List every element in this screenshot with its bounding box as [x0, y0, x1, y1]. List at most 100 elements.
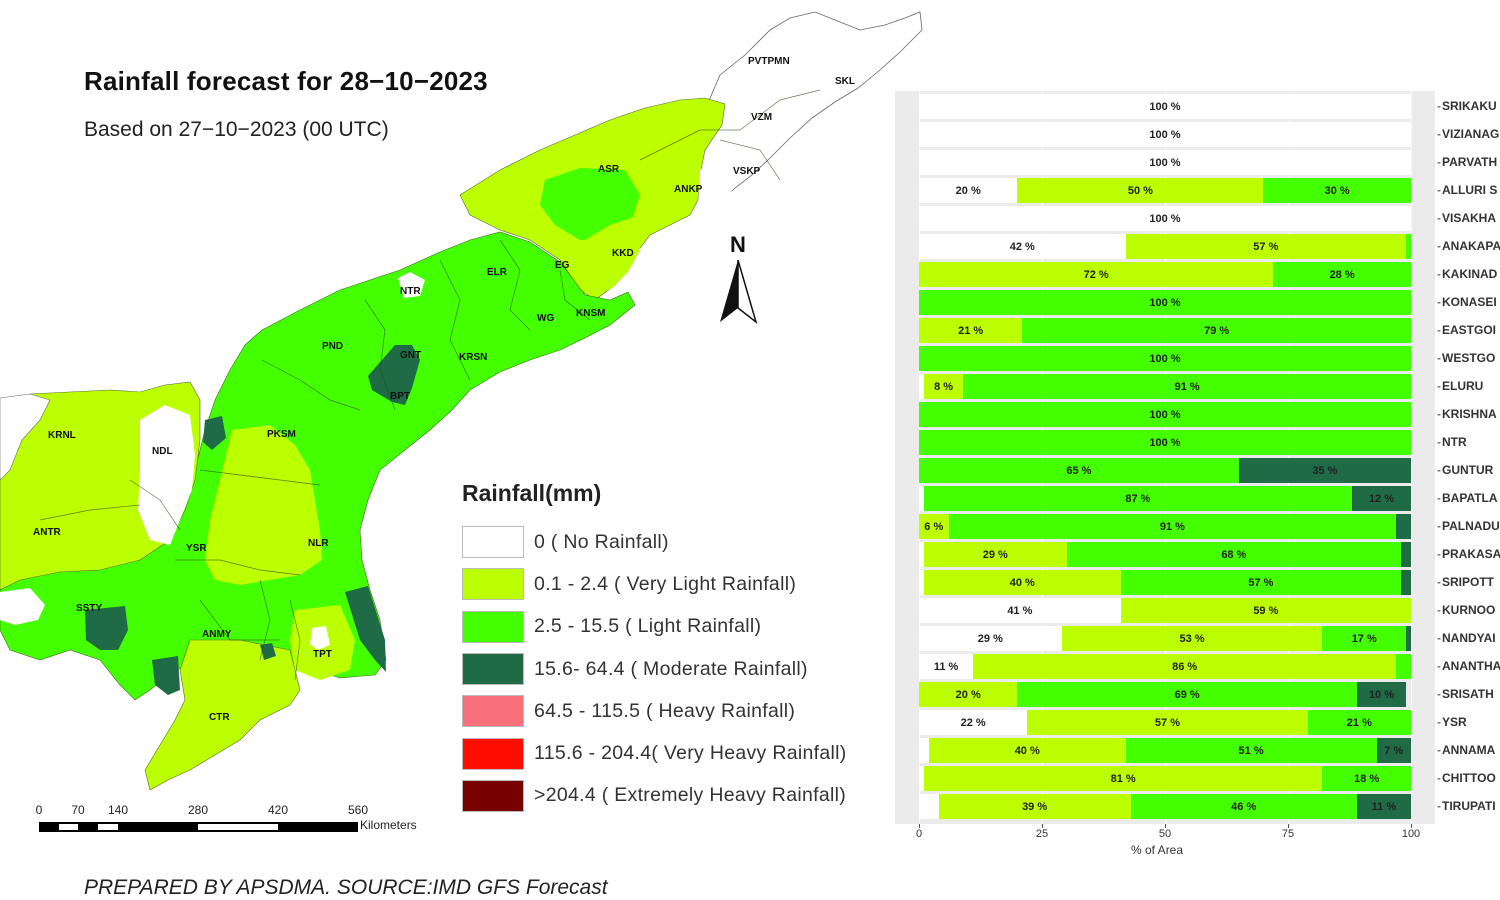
district-axis-label: SRIPOTT: [1437, 575, 1494, 589]
x-tick-mark: [1165, 824, 1166, 828]
bar-row: 11 % 86 %: [919, 654, 1411, 679]
bar-row: 100 %: [919, 94, 1411, 119]
scale-tick: 560: [347, 803, 369, 817]
bar-segment: 57 %: [1027, 710, 1308, 735]
bar-segment: 72 %: [919, 262, 1274, 287]
district-axis-label: TIRUPATI: [1437, 799, 1496, 813]
scale-segment: [59, 822, 78, 832]
legend-swatch: [462, 695, 524, 728]
bar-row: 100 %: [919, 346, 1411, 371]
bar-segment: [1396, 654, 1411, 679]
bar-segment: 40 %: [928, 738, 1126, 763]
bar-segment: 100 %: [919, 206, 1411, 231]
district-axis-label: VISAKHA: [1437, 211, 1496, 225]
bar-row: 39 % 46 % 11 %: [919, 794, 1411, 819]
legend-item-moderate: 15.6- 64.4 ( Moderate Rainfall): [462, 648, 847, 690]
source-credit: PREPARED BY APSDMA. SOURCE:IMD GFS Forec…: [84, 876, 608, 899]
district-axis-label: ANNAMA: [1437, 743, 1495, 757]
bar-segment: 41 %: [919, 598, 1121, 623]
legend-swatch: [462, 653, 524, 686]
x-tick-mark: [1288, 824, 1289, 828]
legend-item-light: 2.5 - 15.5 ( Light Rainfall): [462, 606, 847, 648]
legend-label: 2.5 - 15.5 ( Light Rainfall): [534, 615, 762, 638]
bar-segment: 100 %: [919, 346, 1411, 371]
district-label-pnd: PND: [322, 341, 344, 352]
bar-segment: [919, 542, 924, 567]
district-label-ssty: SSTY: [76, 603, 103, 614]
bar-segment: [919, 374, 924, 399]
scale-unit: Kilometers: [360, 818, 417, 832]
district-axis-label: SRISATH: [1437, 687, 1494, 701]
district-label-knsm: KNSM: [576, 308, 606, 319]
legend-item-heavy: 64.5 - 115.5 ( Heavy Rainfall): [462, 690, 847, 732]
legend-title: Rainfall(mm): [462, 480, 602, 506]
district-label-bpt: BPT: [390, 391, 410, 402]
legend-label: 0.1 - 2.4 ( Very Light Rainfall): [534, 572, 797, 595]
scale-bar: 0 70 140 280 420 560 Kilometers: [36, 803, 456, 843]
district-label-antr: ANTR: [33, 527, 61, 538]
legend-label: 64.5 - 115.5 ( Heavy Rainfall): [534, 699, 796, 722]
north-label: N: [730, 232, 746, 257]
north-arrow: N: [718, 232, 762, 328]
bar-segment: 91 %: [948, 514, 1397, 539]
scale-segment: [98, 822, 118, 832]
bar-segment: 100 %: [919, 402, 1411, 427]
bar-segment: [1401, 542, 1411, 567]
rainfall-legend: Rainfall(mm) 0 ( No Rainfall) 0.1 - 2.4 …: [462, 480, 847, 817]
bar-segment: [1406, 234, 1411, 259]
bar-segment: 53 %: [1061, 626, 1323, 651]
legend-swatch: [462, 610, 524, 643]
bar-row: 72 % 28 %: [919, 262, 1411, 287]
bar-segment: [1401, 570, 1411, 595]
district-label-vzm: VZM: [751, 112, 773, 123]
bar-row: 100 %: [919, 122, 1411, 147]
legend-label: >204.4 ( Extremely Heavy Rainfall): [534, 784, 847, 807]
bar-segment: 100 %: [919, 430, 1411, 455]
bar-segment: 46 %: [1130, 794, 1357, 819]
bar-segment: 11 %: [1356, 794, 1411, 819]
district-label-ndl: NDL: [152, 446, 173, 457]
district-label-ntr: NTR: [400, 286, 421, 297]
bar-row: 100 %: [919, 430, 1411, 455]
bar-row: 6 % 91 %: [919, 514, 1411, 539]
bar-segment: 30 %: [1263, 178, 1411, 203]
district-label-ysr: YSR: [186, 543, 207, 554]
bar-segment: 100 %: [919, 94, 1411, 119]
bar-segment: 100 %: [919, 122, 1411, 147]
grid-line: [919, 91, 920, 824]
district-axis-label: ANANTHA: [1437, 659, 1500, 673]
bar-segment: 7 %: [1376, 738, 1411, 763]
grid-line: [1042, 91, 1043, 824]
district-label-skl: SKL: [835, 76, 855, 87]
north-arrow-icon: [720, 260, 758, 325]
bar-segment: [919, 570, 924, 595]
legend-swatch: [462, 568, 524, 601]
district-axis-label: KONASEI: [1437, 295, 1497, 309]
district-label-pvtpmn: PVTPMN: [748, 56, 790, 67]
district-label-krsn: KRSN: [459, 352, 488, 363]
district-axis-label: ELURU: [1437, 379, 1483, 393]
legend-swatch: [462, 779, 524, 812]
district-label-ctr: CTR: [209, 712, 230, 723]
bar-segment: 51 %: [1125, 738, 1377, 763]
bar-row: 87 % 12 %: [919, 486, 1411, 511]
bar-segment: 6 %: [919, 514, 949, 539]
district-axis-label: GUNTUR: [1437, 463, 1493, 477]
district-label-wg: WG: [537, 313, 555, 324]
scale-tick: 420: [267, 803, 289, 817]
bar-segment: 100 %: [919, 150, 1411, 175]
district-label-tpt: TPT: [313, 649, 332, 660]
bar-row: 100 %: [919, 290, 1411, 315]
district-axis-label: EASTGOI: [1437, 323, 1496, 337]
bar-segment: 65 %: [919, 458, 1239, 483]
andhra-pradesh-map-shape: [0, 11, 923, 791]
scale-segment: [118, 822, 198, 832]
scale-tick: 70: [71, 803, 85, 817]
legend-label: 0 ( No Rainfall): [534, 530, 669, 553]
district-axis-label: KURNOO: [1437, 603, 1495, 617]
district-axis-label: BAPATLA: [1437, 491, 1498, 505]
scale-segment: [78, 822, 98, 832]
district-label-pksm: PKSM: [267, 429, 296, 440]
bar-segment: [919, 794, 939, 819]
bar-segment: [1406, 626, 1411, 651]
